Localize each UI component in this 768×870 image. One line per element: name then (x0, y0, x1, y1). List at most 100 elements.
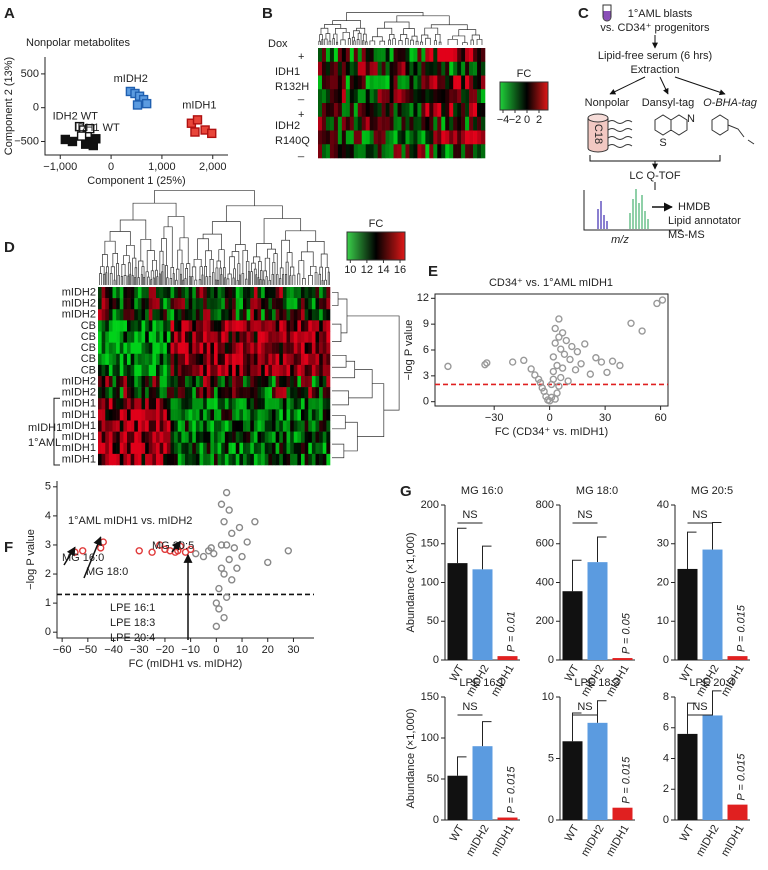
heatmap-cell (177, 331, 182, 343)
heatmap-cell (192, 320, 197, 332)
c-output: HMDB (678, 201, 710, 213)
heatmap-cell (318, 48, 323, 63)
heatmap-cell (282, 453, 287, 466)
heatmap-cell (345, 103, 351, 118)
heatmap-cell (98, 298, 102, 310)
heatmap-cell (297, 331, 302, 343)
heatmap-cell (453, 116, 458, 131)
heatmap-cell (152, 409, 157, 421)
heatmap-cell (481, 130, 486, 145)
heatmap-cell (315, 309, 320, 321)
heatmap-cell (221, 298, 226, 310)
heatmap-cell (123, 309, 128, 321)
heatmap-cell (250, 420, 255, 432)
heatmap-cell (159, 453, 164, 466)
heatmap-cell (345, 48, 351, 63)
y-tick-label: 4 (45, 510, 51, 522)
heatmap-cell (465, 116, 470, 131)
point (220, 518, 228, 526)
dendrogram (298, 260, 305, 279)
heatmap-cell (177, 353, 182, 366)
legend-tick-label: −2 (509, 114, 522, 126)
heatmap-cell (243, 442, 247, 455)
heatmap-cell (337, 75, 343, 90)
heatmap-cell (385, 144, 390, 159)
dendrogram (262, 279, 265, 285)
heatmap-cell (239, 353, 244, 366)
row-label: CB (81, 320, 96, 332)
heatmap-cell (473, 103, 478, 118)
heatmap-cell (239, 364, 244, 377)
heatmap-cell (290, 420, 295, 432)
row-label: mIDH1 (62, 420, 96, 432)
heatmap-cell (461, 130, 466, 145)
heatmap-cell (163, 431, 168, 444)
heatmap-cell (279, 431, 284, 444)
heatmap-cell (345, 75, 351, 90)
series-label: IDH1 WT (74, 122, 120, 134)
heatmap-cell (159, 320, 164, 332)
dendrogram (198, 279, 202, 285)
x-axis-label: FC (CD34⁺ vs. mIDH1) (495, 426, 608, 438)
heatmap-cell (282, 287, 287, 299)
heatmap-cell (137, 398, 142, 410)
y-tick-label: −500 (14, 135, 39, 147)
heatmap-cell (437, 89, 442, 104)
heatmap-cell (119, 364, 124, 377)
point (586, 370, 595, 378)
heatmap-cell (224, 398, 229, 410)
heatmap-cell (469, 144, 474, 159)
dendrogram (415, 40, 419, 45)
dendrogram (117, 274, 120, 285)
heatmap-cell (381, 116, 386, 131)
heatmap-cell (246, 376, 251, 388)
heatmap-cell (163, 387, 168, 399)
dendrogram (212, 272, 215, 285)
heatmap-cell (188, 331, 193, 343)
dendrogram (109, 272, 113, 285)
plot-frame (434, 293, 669, 407)
x-axis-label: Component 1 (25%) (87, 175, 185, 187)
heatmap-cell (329, 48, 335, 63)
dendrogram (236, 280, 239, 285)
error-bar (597, 536, 607, 563)
point (571, 366, 580, 374)
heatmap-cell (315, 420, 320, 432)
dendrogram (292, 274, 296, 285)
heatmap-cell (441, 116, 446, 131)
heatmap-cell (315, 387, 320, 399)
heatmap-cell (325, 103, 331, 118)
heatmap-cell (166, 431, 171, 444)
heatmap-cell (318, 75, 323, 90)
dendrogram (152, 259, 157, 271)
heatmap-cell (170, 409, 175, 421)
dendrogram (182, 279, 185, 285)
axes (44, 57, 228, 156)
heatmap-cell (385, 103, 390, 118)
y-tick-label: 150 (421, 691, 439, 703)
heatmap-cell (166, 364, 171, 377)
heatmap-cell (203, 398, 208, 410)
heatmap-cell (409, 89, 414, 104)
heatmap-cell (141, 331, 146, 343)
x-tick-label: 60 (654, 412, 666, 424)
heatmap-cell (318, 144, 323, 159)
error-bar (482, 545, 492, 570)
heatmap-cell (279, 287, 284, 299)
heatmap-cell (250, 287, 255, 299)
heatmap-cell (112, 387, 117, 399)
heatmap-cell (188, 387, 193, 399)
point (215, 584, 223, 593)
heatmap-cell (453, 61, 458, 76)
dendrogram (325, 267, 330, 281)
heatmap-cell (326, 431, 331, 444)
heatmap-cell (159, 353, 164, 366)
heatmap-cell (134, 353, 139, 366)
heatmap-cell (105, 376, 110, 388)
heatmap-cell (325, 48, 331, 63)
heatmap-cell (181, 420, 186, 432)
heatmap-cell (261, 431, 266, 444)
heatmap-cell (181, 320, 186, 332)
heatmap-cell (232, 353, 237, 366)
heatmap-cell (477, 103, 482, 118)
